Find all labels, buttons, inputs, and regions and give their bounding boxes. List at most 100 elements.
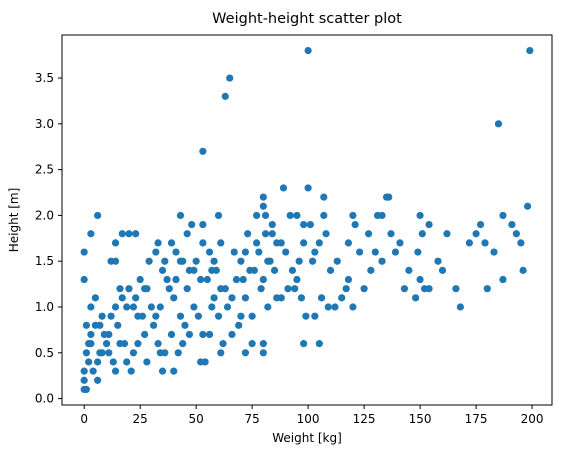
data-point bbox=[167, 239, 176, 247]
data-point bbox=[259, 349, 267, 357]
data-point bbox=[210, 294, 218, 302]
data-point bbox=[248, 312, 256, 320]
data-point bbox=[129, 303, 138, 311]
points-layer bbox=[80, 46, 534, 394]
data-point bbox=[512, 230, 520, 238]
data-point bbox=[483, 285, 491, 293]
data-point bbox=[172, 248, 180, 256]
data-point bbox=[264, 303, 272, 311]
data-point bbox=[261, 230, 270, 238]
data-point bbox=[176, 211, 185, 220]
data-point bbox=[261, 211, 270, 220]
y-axis: 0.0 0.5 1.0 1.5 2.0 2.5 3.0 3.5 bbox=[35, 71, 62, 406]
data-point bbox=[132, 294, 140, 302]
data-point bbox=[241, 248, 250, 256]
data-point bbox=[302, 312, 310, 320]
data-point bbox=[257, 285, 265, 293]
x-tick-label: 100 bbox=[297, 412, 320, 426]
data-point bbox=[194, 312, 202, 320]
data-point bbox=[183, 230, 191, 238]
data-point bbox=[279, 184, 288, 192]
data-point bbox=[250, 266, 258, 274]
chart-title: Weight-height scatter plot bbox=[212, 11, 402, 27]
data-point bbox=[241, 294, 250, 302]
data-point bbox=[96, 321, 104, 329]
data-point bbox=[170, 294, 178, 302]
data-point bbox=[490, 248, 498, 256]
data-point bbox=[85, 340, 93, 348]
data-point bbox=[416, 211, 424, 220]
data-point bbox=[284, 285, 292, 293]
data-point bbox=[223, 303, 232, 311]
data-point bbox=[111, 239, 120, 247]
data-point bbox=[161, 349, 169, 357]
data-point bbox=[481, 239, 489, 247]
data-point bbox=[293, 275, 301, 284]
data-point bbox=[107, 312, 115, 320]
data-point bbox=[228, 330, 236, 339]
data-point bbox=[259, 193, 267, 201]
data-point bbox=[91, 294, 99, 302]
data-point bbox=[235, 321, 243, 329]
data-point bbox=[161, 257, 169, 265]
data-point bbox=[141, 330, 149, 339]
data-point bbox=[344, 239, 353, 247]
data-point bbox=[116, 340, 124, 348]
data-point bbox=[203, 275, 211, 284]
data-point bbox=[360, 285, 368, 293]
data-point bbox=[158, 367, 167, 375]
data-point bbox=[253, 239, 261, 247]
data-point bbox=[100, 330, 108, 339]
data-point bbox=[82, 349, 91, 357]
data-point bbox=[349, 303, 357, 311]
data-point bbox=[199, 147, 207, 155]
data-point bbox=[434, 257, 442, 265]
data-point bbox=[165, 285, 173, 293]
data-point bbox=[201, 358, 209, 366]
data-point bbox=[179, 340, 187, 348]
data-point bbox=[288, 266, 297, 274]
x-tick-label: 25 bbox=[133, 412, 148, 426]
data-point bbox=[322, 230, 330, 238]
data-point bbox=[349, 211, 357, 220]
data-point bbox=[214, 312, 223, 320]
data-point bbox=[300, 220, 308, 229]
data-point bbox=[172, 275, 180, 284]
data-point bbox=[304, 46, 312, 55]
y-tick-label: 3.5 bbox=[35, 71, 54, 85]
data-point bbox=[273, 239, 281, 247]
data-point bbox=[80, 275, 88, 284]
data-point bbox=[268, 230, 276, 238]
data-point bbox=[456, 303, 465, 311]
data-point bbox=[125, 285, 133, 293]
data-point bbox=[87, 303, 95, 311]
data-point bbox=[425, 220, 433, 229]
data-point bbox=[214, 211, 223, 220]
data-point bbox=[443, 230, 451, 238]
data-point bbox=[118, 294, 126, 302]
data-point bbox=[300, 340, 308, 348]
data-point bbox=[253, 211, 261, 220]
data-point bbox=[154, 239, 162, 247]
data-point bbox=[212, 266, 220, 274]
data-point bbox=[248, 340, 256, 348]
data-point bbox=[244, 230, 252, 238]
data-point bbox=[291, 285, 299, 293]
data-point bbox=[320, 193, 328, 201]
y-tick-label: 2.0 bbox=[35, 208, 54, 222]
data-point bbox=[385, 193, 393, 201]
data-point bbox=[190, 303, 198, 311]
data-point bbox=[221, 92, 229, 100]
data-point bbox=[147, 303, 155, 311]
data-point bbox=[105, 349, 113, 357]
data-point bbox=[82, 321, 91, 329]
x-axis-label: Weight [kg] bbox=[272, 431, 342, 445]
data-point bbox=[523, 202, 532, 210]
data-point bbox=[425, 285, 433, 293]
data-point bbox=[94, 358, 102, 366]
data-point bbox=[205, 248, 214, 256]
data-point bbox=[414, 248, 422, 256]
data-point bbox=[176, 257, 185, 265]
data-point bbox=[344, 275, 353, 284]
data-point bbox=[315, 340, 323, 348]
